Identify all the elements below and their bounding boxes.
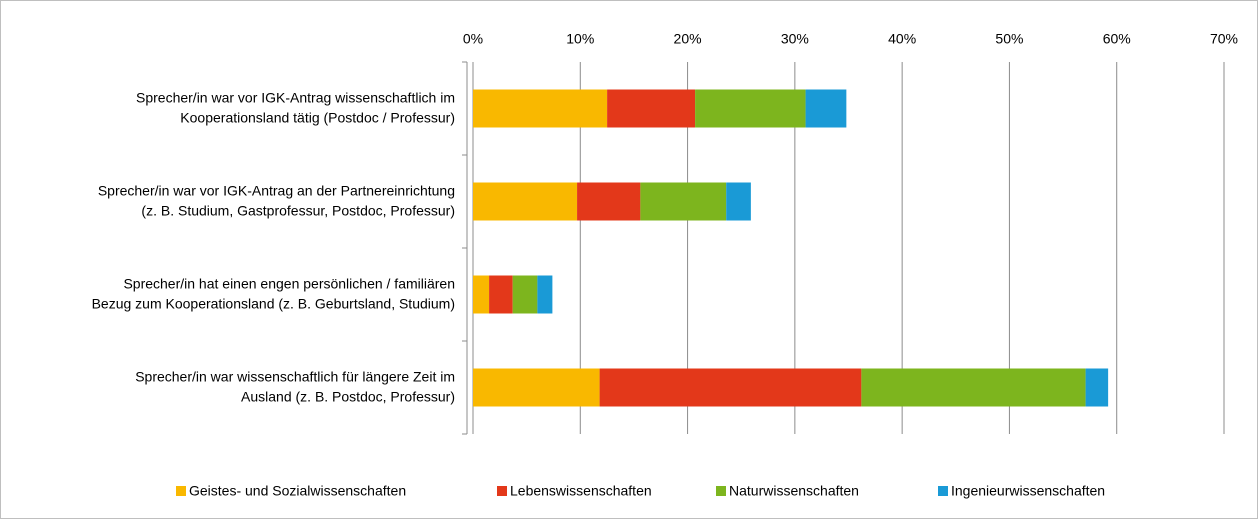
bar-segment xyxy=(489,275,513,314)
label-line: Sprecher/in war wissenschaftlich für län… xyxy=(135,368,455,384)
legend-label: Naturwissenschaften xyxy=(729,483,859,499)
bar-segment xyxy=(607,89,696,128)
label-line: Sprecher/in hat einen engen persönlichen… xyxy=(123,275,455,291)
bar-segment xyxy=(640,182,727,221)
x-tick-label: 0% xyxy=(463,31,483,47)
legend-swatch xyxy=(716,486,726,496)
y-tick-label: Sprecher/in war vor IGK-Antrag wissensch… xyxy=(136,89,455,125)
label-line: Ausland (z. B. Postdoc, Professur) xyxy=(241,388,455,404)
x-tick-label: 10% xyxy=(566,31,594,47)
bar-segment xyxy=(1085,368,1109,407)
bar-segment xyxy=(805,89,847,128)
bar-segment xyxy=(861,368,1086,407)
bar-segment xyxy=(695,89,806,128)
legend-swatch xyxy=(938,486,948,496)
x-tick-label: 30% xyxy=(781,31,809,47)
legend-label: Ingenieurwissenschaften xyxy=(951,483,1105,499)
y-tick-label: Sprecher/in war vor IGK-Antrag an der Pa… xyxy=(98,182,455,218)
legend-swatch xyxy=(176,486,186,496)
bar-segment xyxy=(473,182,578,221)
legend-label: Lebenswissenschaften xyxy=(510,483,652,499)
label-line: Sprecher/in war vor IGK-Antrag an der Pa… xyxy=(98,182,455,198)
bar-segment xyxy=(726,182,751,221)
bar-segment xyxy=(599,368,862,407)
x-tick-label: 70% xyxy=(1210,31,1238,47)
label-line: Kooperationsland tätig (Postdoc / Profes… xyxy=(180,109,455,125)
x-tick-label: 20% xyxy=(674,31,702,47)
x-tick-label: 50% xyxy=(995,31,1023,47)
y-tick-label: Sprecher/in hat einen engen persönlichen… xyxy=(92,275,455,311)
legend-swatch xyxy=(497,486,507,496)
y-tick-label: Sprecher/in war wissenschaftlich für län… xyxy=(135,368,455,404)
x-tick-label: 40% xyxy=(888,31,916,47)
bar-segment xyxy=(473,275,490,314)
bar-segment xyxy=(473,368,600,407)
legend-label: Geistes- und Sozialwissenschaften xyxy=(189,483,406,499)
bar-segment xyxy=(577,182,641,221)
label-line: Sprecher/in war vor IGK-Antrag wissensch… xyxy=(136,89,455,105)
bar-segment xyxy=(473,89,608,128)
bar-segment xyxy=(512,275,538,314)
label-line: Bezug zum Kooperationsland (z. B. Geburt… xyxy=(92,295,455,311)
x-tick-label: 60% xyxy=(1103,31,1131,47)
label-line: (z. B. Studium, Gastprofessur, Postdoc, … xyxy=(141,202,455,218)
bar-segment xyxy=(537,275,553,314)
